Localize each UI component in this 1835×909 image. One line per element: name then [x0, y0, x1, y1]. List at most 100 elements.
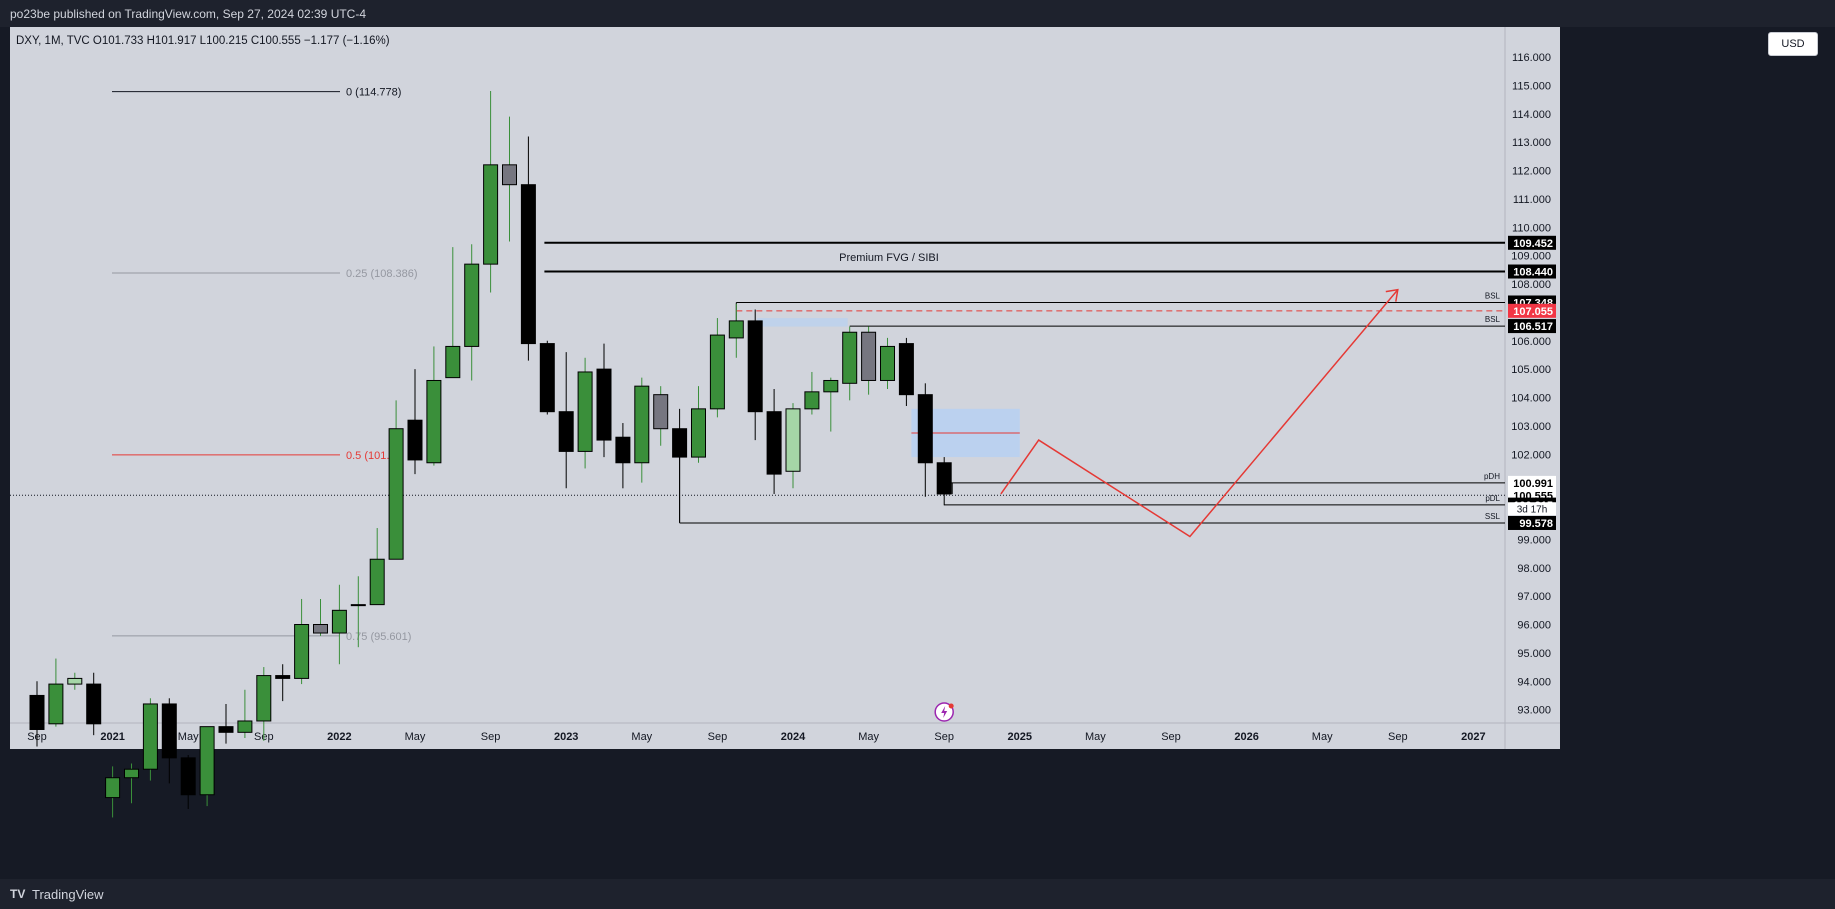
fib-level-label: 0 (114.778)	[346, 87, 401, 99]
candle[interactable]	[520, 136, 536, 361]
candle[interactable]	[766, 388, 782, 494]
x-tick-label: May	[405, 731, 426, 743]
candle[interactable]	[275, 664, 291, 702]
candle[interactable]	[161, 698, 177, 784]
footer-brand[interactable]: TradingView	[32, 887, 104, 902]
candle[interactable]	[747, 309, 763, 441]
candle[interactable]	[350, 576, 366, 648]
x-tick-label: Sep	[1388, 731, 1408, 743]
candle[interactable]	[180, 755, 196, 809]
x-tick-label: 2022	[327, 731, 351, 743]
candle[interactable]	[48, 658, 64, 727]
publisher-bar: po23be published on TradingView.com, Sep…	[0, 0, 1835, 27]
price-label-background	[1508, 264, 1556, 279]
price-label-background	[1508, 303, 1556, 318]
candle[interactable]	[86, 672, 102, 736]
candle-body	[124, 768, 139, 779]
candle-body	[558, 411, 574, 452]
candle[interactable]	[426, 346, 442, 466]
candle[interactable]	[218, 703, 234, 744]
candle[interactable]	[105, 766, 121, 818]
candle[interactable]	[237, 689, 253, 738]
candle-body	[672, 428, 688, 458]
candle[interactable]	[785, 403, 801, 489]
candle[interactable]	[464, 244, 480, 381]
candle[interactable]	[331, 584, 347, 665]
candle[interactable]	[67, 672, 83, 690]
liquidity-level-label: pDL	[1485, 494, 1500, 503]
candle[interactable]	[445, 247, 461, 379]
chart-area[interactable]: 93.000 94.000 95.000 96.000 97.000 98.000 99.0…	[0, 27, 1835, 879]
x-tick-label: Sep	[708, 731, 728, 743]
candle-body	[369, 558, 385, 606]
candle[interactable]	[728, 303, 744, 358]
candle[interactable]	[823, 377, 839, 432]
projection-arrowhead	[1385, 288, 1399, 302]
candle[interactable]	[709, 318, 725, 418]
candle[interactable]	[558, 352, 574, 489]
candle[interactable]	[407, 369, 423, 475]
small-fvg-box	[757, 318, 848, 327]
candle[interactable]	[577, 357, 593, 469]
candle-body	[766, 411, 782, 475]
candle[interactable]	[294, 598, 310, 685]
candle-body	[218, 726, 234, 733]
candle[interactable]	[142, 698, 158, 781]
candle[interactable]	[653, 386, 669, 446]
y-tick-label: 93.000	[1517, 705, 1551, 717]
candle-body	[180, 757, 196, 796]
x-tick-label: Sep	[481, 731, 501, 743]
candle-body	[350, 604, 366, 607]
candle[interactable]	[313, 598, 328, 636]
candle-body	[142, 703, 158, 770]
candle[interactable]	[672, 408, 688, 523]
price-label-background	[1508, 515, 1556, 530]
candle[interactable]	[615, 423, 631, 489]
price-label-background	[1508, 475, 1556, 490]
candle[interactable]	[124, 763, 139, 804]
liquidity-level-label: pDH	[1484, 472, 1500, 481]
currency-button[interactable]: USD	[1768, 32, 1818, 56]
candle-body	[275, 675, 291, 679]
fib-level-label: 0.5 (101.9	[346, 450, 396, 462]
candle-body	[483, 164, 499, 265]
candle[interactable]	[502, 116, 517, 242]
candle[interactable]	[483, 91, 499, 293]
candle[interactable]	[29, 681, 45, 747]
candle[interactable]	[804, 371, 820, 415]
candle[interactable]	[388, 400, 404, 560]
candle-body	[709, 334, 725, 410]
y-tick-label: 114.000	[1512, 109, 1551, 121]
x-tick-label: May	[178, 731, 199, 743]
candle[interactable]	[917, 383, 933, 497]
candle[interactable]	[539, 340, 555, 415]
candle[interactable]	[369, 528, 385, 606]
countdown-background	[1508, 502, 1556, 516]
candlestick-chart[interactable]: 93.000 94.000 95.000 96.000 97.000 98.000 99.0…	[0, 27, 1835, 879]
candle[interactable]	[842, 326, 858, 401]
candle-body	[785, 408, 801, 472]
y-tick-label: 95.000	[1517, 648, 1551, 660]
countdown-label: 3d 17h	[1517, 504, 1548, 515]
candle[interactable]	[936, 457, 952, 506]
candle[interactable]	[691, 386, 706, 463]
candle[interactable]	[256, 667, 272, 741]
x-tick-label: May	[1085, 731, 1106, 743]
liquidity-level-label: BSL	[1485, 292, 1501, 301]
price-label: 107.055	[1513, 306, 1553, 318]
candle[interactable]	[861, 326, 877, 395]
y-tick-label: 102.000	[1511, 449, 1551, 461]
tradingview-logo-icon[interactable]: TV	[10, 887, 26, 901]
candle[interactable]	[880, 337, 895, 389]
candle-body	[577, 371, 593, 452]
candle[interactable]	[634, 377, 650, 483]
time-axis-background	[10, 723, 1560, 749]
candle-body	[936, 462, 952, 495]
candle-body	[294, 624, 310, 679]
y-tick-label: 112.000	[1512, 166, 1551, 178]
y-tick-label: 106.000	[1511, 336, 1551, 348]
candle[interactable]	[596, 343, 612, 458]
candle[interactable]	[898, 337, 914, 407]
x-tick-label: Sep	[1161, 731, 1181, 743]
candle[interactable]	[199, 726, 215, 807]
